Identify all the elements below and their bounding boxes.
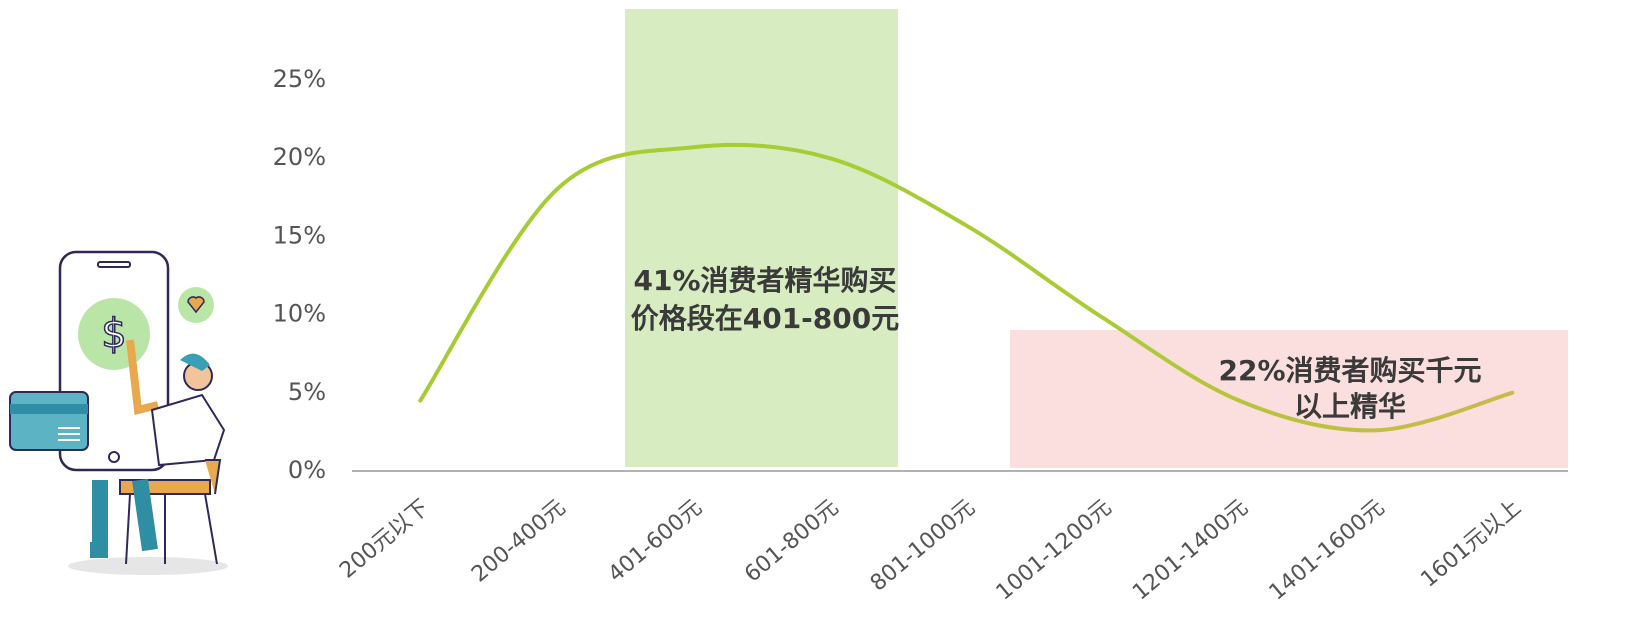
x-tick-label: 1001-1200元 [992,495,1117,605]
x-tick-label: 1601元以上 [1416,495,1526,593]
x-tick-label: 1401-1600元 [1265,495,1390,605]
annotation: 22%消费者购买千元 [1218,354,1481,387]
svg-text:$: $ [101,311,126,357]
x-tick-label: 1201-1400元 [1128,495,1253,605]
y-tick-label: 25% [273,65,326,93]
illustration: $ [9,250,228,575]
y-tick-label: 5% [288,378,326,406]
highlight-green [625,9,898,467]
annotation: 以上精华 [1294,390,1406,423]
annotation: 41%消费者精华购买 [633,264,896,297]
x-tick-label: 801-1000元 [866,495,980,596]
x-tick-label: 200元以下 [335,495,434,584]
x-tick-label: 401-600元 [604,495,707,587]
y-tick-label: 10% [273,300,326,328]
y-tick-label: 20% [273,143,326,171]
y-tick-label: 15% [273,221,326,249]
line [418,142,1515,433]
highlight-pink [1010,330,1568,468]
x-tick-label: 601-800元 [740,495,843,587]
y-tick-label: 0% [288,456,326,484]
x-tick-label: 200-400元 [467,495,570,587]
annotation: 价格段在401-800元 [631,302,900,335]
